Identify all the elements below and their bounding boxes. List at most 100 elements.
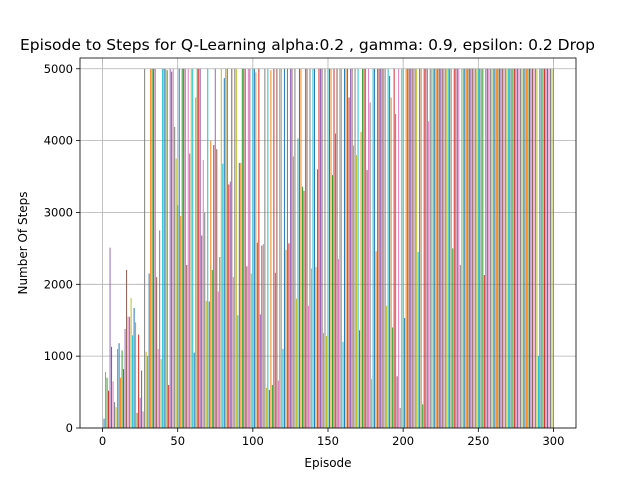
bar-episode-177	[368, 68, 370, 428]
bar-episode-196	[396, 376, 398, 428]
bar-episode-207	[413, 68, 415, 428]
bar-episode-13	[121, 350, 123, 428]
bar-episode-23	[136, 412, 138, 428]
bar-episode-209	[416, 68, 418, 428]
bar-episode-208	[414, 68, 416, 428]
bar-episode-67	[202, 160, 204, 429]
bar-episode-259	[491, 68, 493, 428]
bar-episode-104	[258, 68, 260, 428]
bar-episode-66	[201, 235, 203, 428]
bar-episode-96	[246, 266, 248, 428]
bar-episode-59	[190, 68, 192, 428]
bar-episode-260	[492, 68, 494, 428]
bar-episode-248	[474, 68, 476, 428]
bar-episode-286	[531, 68, 533, 428]
x-axis-ticks: 0 50 100 150 200 250 300	[99, 428, 564, 448]
bar-episode-290	[537, 356, 539, 428]
bar-episode-5	[109, 247, 111, 428]
bar-episode-216	[426, 68, 428, 428]
bar-episode-110	[267, 68, 269, 428]
bar-episode-183	[377, 68, 379, 428]
bar-episode-203	[407, 68, 409, 428]
bar-episode-245	[470, 68, 472, 428]
bar-episode-229	[446, 68, 448, 428]
bar-episode-124	[288, 243, 290, 428]
bar-episode-1	[103, 418, 105, 428]
bar-episode-71	[208, 301, 210, 428]
bar-episode-182	[375, 251, 377, 428]
bar-episode-53	[181, 68, 183, 428]
bar-episode-233	[452, 248, 454, 428]
bar-episode-176	[366, 170, 368, 428]
bar-episode-80	[222, 163, 224, 429]
chart-title: Episode to Steps for Q-Learning alpha:0.…	[20, 36, 595, 54]
bar-episode-256	[486, 68, 488, 428]
bar-episode-61	[193, 352, 195, 428]
bar-episode-165	[350, 68, 352, 428]
bar-episode-231	[449, 68, 451, 428]
bars	[103, 68, 554, 429]
bar-episode-239	[461, 68, 463, 428]
bar-episode-125	[289, 68, 291, 428]
bar-episode-51	[178, 68, 180, 428]
bar-episode-206	[411, 68, 413, 428]
bar-episode-107	[262, 244, 264, 428]
bar-episode-46	[171, 71, 173, 428]
bar-episode-122	[285, 249, 287, 428]
bar-episode-25	[139, 397, 141, 428]
bar-episode-42	[165, 68, 167, 428]
bar-episode-138	[309, 68, 311, 428]
bar-episode-55	[184, 68, 186, 428]
bar-episode-192	[390, 97, 392, 429]
y-axis-ticks: 0 1000 2000 3000 4000 5000	[44, 62, 80, 435]
bar-episode-270	[507, 68, 509, 428]
bar-episode-225	[440, 68, 442, 428]
bar-episode-116	[276, 68, 278, 428]
bar-episode-222	[435, 68, 437, 428]
bar-episode-227	[443, 68, 445, 428]
bar-episode-111	[268, 389, 270, 428]
bar-episode-8	[114, 402, 116, 428]
bar-episode-293	[542, 68, 544, 428]
bar-episode-162	[345, 68, 347, 428]
bar-episode-130	[297, 138, 299, 429]
bar-episode-102	[255, 72, 257, 429]
bar-episode-93	[241, 68, 243, 428]
bar-episode-285	[530, 68, 532, 428]
bar-episode-144	[318, 68, 320, 428]
bar-episode-81	[223, 78, 225, 428]
bar-episode-52	[180, 216, 182, 428]
y-tick-label: 2000	[44, 277, 73, 291]
bar-episode-89	[235, 68, 237, 428]
bar-episode-173	[362, 68, 364, 428]
bar-episode-57	[187, 68, 189, 428]
bar-episode-189	[386, 305, 388, 428]
bar-episode-105	[259, 314, 261, 428]
bar-episode-135	[304, 68, 306, 428]
bar-episode-283	[527, 68, 529, 428]
bar-episode-169	[356, 154, 358, 428]
y-axis-label: Number Of Steps	[16, 191, 30, 294]
bar-episode-18	[129, 316, 131, 428]
bar-episode-250	[477, 68, 479, 428]
bar-episode-139	[310, 268, 312, 428]
bar-episode-73	[211, 269, 213, 428]
bar-episode-141	[313, 68, 315, 428]
bar-episode-145	[319, 68, 321, 428]
bar-episode-148	[324, 68, 326, 428]
bar-episode-280	[522, 68, 524, 428]
bar-episode-220	[432, 68, 434, 428]
bar-episode-228	[444, 68, 446, 428]
bar-episode-276	[516, 68, 518, 428]
bar-episode-234	[453, 68, 455, 428]
bar-episode-265	[500, 68, 502, 428]
bar-episode-68	[204, 212, 206, 428]
bar-episode-158	[339, 68, 341, 428]
bar-episode-106	[261, 245, 263, 428]
bar-episode-151	[329, 68, 330, 428]
bar-episode-195	[395, 114, 397, 429]
bar-episode-219	[431, 68, 433, 428]
x-tick-label: 0	[99, 434, 106, 448]
bar-episode-49	[175, 158, 177, 428]
bar-episode-147	[323, 333, 324, 428]
